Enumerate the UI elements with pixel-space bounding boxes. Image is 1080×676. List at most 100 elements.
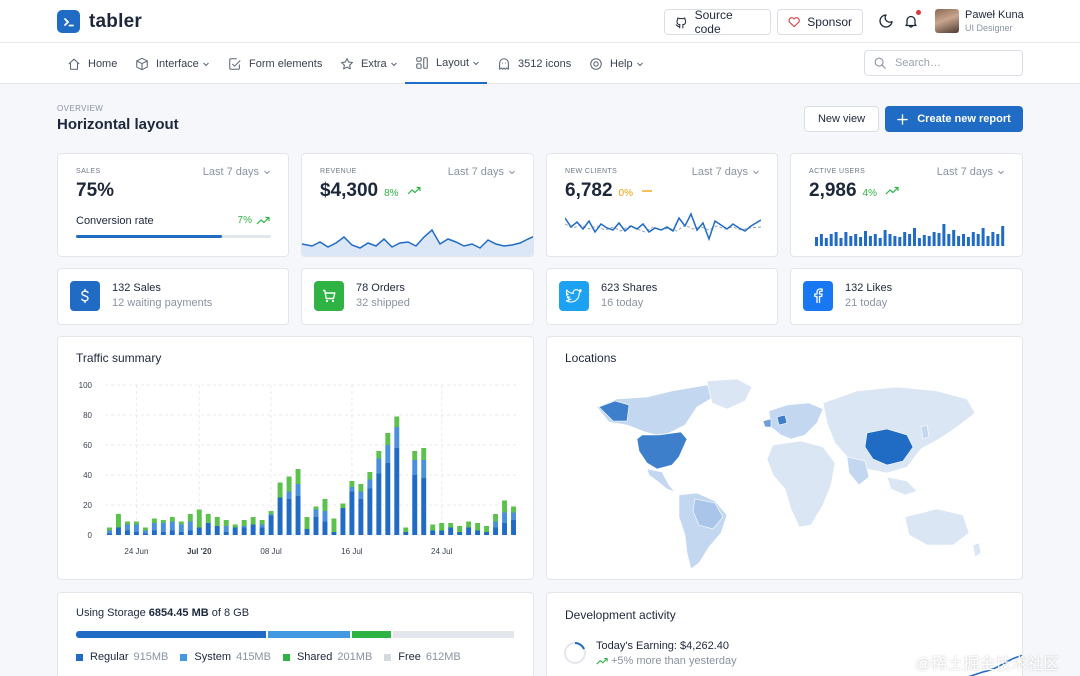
- legend-label: Free: [398, 651, 421, 663]
- bar-segment: [349, 487, 355, 492]
- bar-segment: [367, 479, 373, 489]
- bar-segment: [151, 530, 157, 535]
- legend-value: 415MB: [236, 651, 271, 663]
- x-tick-label: 16 Jul: [341, 547, 363, 556]
- bar-segment: [466, 527, 472, 535]
- bar: [976, 234, 980, 246]
- world-map: [596, 378, 982, 570]
- nav-item-extra[interactable]: Extra: [340, 43, 398, 84]
- avatar[interactable]: [935, 9, 959, 33]
- mini-title: 623 Shares: [601, 282, 658, 294]
- user-role: UI Designer: [965, 23, 1013, 33]
- brand-name: tabler: [89, 10, 142, 32]
- bar-segment: [286, 491, 292, 499]
- range-dropdown[interactable]: Last 7 days: [448, 166, 516, 178]
- bar-segment: [439, 530, 445, 535]
- bar: [991, 232, 995, 246]
- nav-item-icons[interactable]: 3512 icons: [497, 43, 571, 84]
- range-label: Last 7 days: [447, 166, 504, 178]
- storage-segment: [76, 631, 267, 638]
- stat-value-row: $4,300 8%: [320, 180, 421, 202]
- notification-badge: [916, 10, 921, 15]
- nav-item-interface[interactable]: Interface: [135, 43, 210, 84]
- twitter-icon: [559, 281, 589, 311]
- bar-segment: [295, 469, 301, 484]
- bar-segment: [142, 530, 148, 534]
- bar: [898, 237, 902, 246]
- legend-item: Regular 915MB: [76, 651, 168, 663]
- nav-label: Interface: [156, 57, 199, 70]
- brand-logo[interactable]: tabler: [57, 10, 142, 33]
- bar-segment: [421, 460, 427, 478]
- bar-segment: [178, 521, 184, 525]
- bar-segment: [107, 527, 112, 531]
- range-label: Last 7 days: [691, 166, 748, 178]
- bar-segment: [322, 511, 328, 522]
- source-code-button[interactable]: Source code: [664, 8, 771, 36]
- nav-item-help[interactable]: Help: [589, 43, 644, 84]
- storage-card: Using Storage 6854.45 MB of 8 GB Regular…: [57, 592, 534, 676]
- storage-segment: [393, 631, 514, 638]
- locations-card: Locations: [546, 336, 1023, 580]
- nav-item-home[interactable]: Home: [67, 43, 117, 84]
- revenue-card: Revenue Last 7 days $4,300 8%: [301, 153, 534, 257]
- legend-item: Shared 201MB: [282, 651, 373, 663]
- bar-segment: [214, 517, 220, 526]
- heart-icon: [788, 17, 800, 28]
- legend-label: Shared: [296, 651, 333, 663]
- bar-segment: [196, 527, 202, 535]
- range-dropdown[interactable]: Last 7 days: [203, 166, 271, 178]
- nav-label: Layout: [436, 56, 470, 69]
- sponsor-button[interactable]: Sponsor: [777, 9, 863, 35]
- trending-up-icon: [596, 657, 608, 664]
- source-code-label: Source code: [694, 8, 733, 36]
- moon-icon[interactable]: [878, 13, 894, 29]
- bar-segment: [277, 482, 283, 498]
- range-label: Last 7 days: [202, 166, 259, 178]
- bar-segment: [142, 533, 148, 535]
- bar-segment: [412, 475, 418, 535]
- bar: [942, 224, 946, 246]
- y-tick-label: 40: [83, 471, 92, 480]
- stat-delta: 8%: [384, 188, 399, 199]
- legend-item: System 415MB: [180, 651, 271, 663]
- sponsor-label: Sponsor: [807, 15, 852, 29]
- range-dropdown[interactable]: Last 7 days: [692, 166, 760, 178]
- bell-icon[interactable]: [903, 13, 919, 29]
- search-field[interactable]: [864, 50, 1023, 76]
- range-dropdown[interactable]: Last 7 days: [937, 166, 1005, 178]
- chevron-down-icon: [264, 170, 270, 175]
- create-report-button[interactable]: Create new report: [885, 106, 1023, 132]
- bar-segment: [107, 530, 112, 534]
- minus-icon: [642, 190, 653, 192]
- bar-segment: [430, 524, 436, 531]
- bar: [864, 231, 867, 246]
- stat-delta: 0%: [618, 188, 633, 199]
- checkbox-icon: [229, 57, 241, 70]
- trending-up-icon: [256, 216, 270, 224]
- new-view-button[interactable]: New view: [804, 106, 879, 132]
- mini-subtitle: 16 today: [601, 297, 644, 309]
- stat-value-row: 6,782 0%: [565, 180, 653, 202]
- mini-subtitle: 21 today: [845, 297, 888, 309]
- bar-segment: [439, 523, 445, 531]
- bar-segment: [385, 463, 391, 535]
- page-pretitle: Overview: [57, 104, 104, 113]
- bar: [824, 238, 828, 246]
- search-input[interactable]: [895, 57, 1015, 69]
- nav-item-layout[interactable]: Layout: [405, 43, 487, 84]
- bar: [844, 232, 848, 246]
- terminal-icon: [57, 10, 80, 33]
- card-subheader: Active users: [809, 168, 866, 175]
- bar-segment: [205, 523, 211, 535]
- earning-change: +5% more than yesterday: [596, 655, 737, 667]
- bar-segment: [133, 521, 139, 525]
- trending-up-icon: [407, 186, 421, 195]
- bar-segment: [241, 527, 247, 535]
- nav-item-form-elements[interactable]: Form elements: [228, 43, 322, 84]
- delta-value: 7%: [237, 215, 252, 226]
- bar-segment: [358, 484, 364, 492]
- legend-value: 201MB: [337, 651, 373, 663]
- chevron-down-icon: [509, 170, 515, 175]
- bar-segment: [502, 523, 508, 535]
